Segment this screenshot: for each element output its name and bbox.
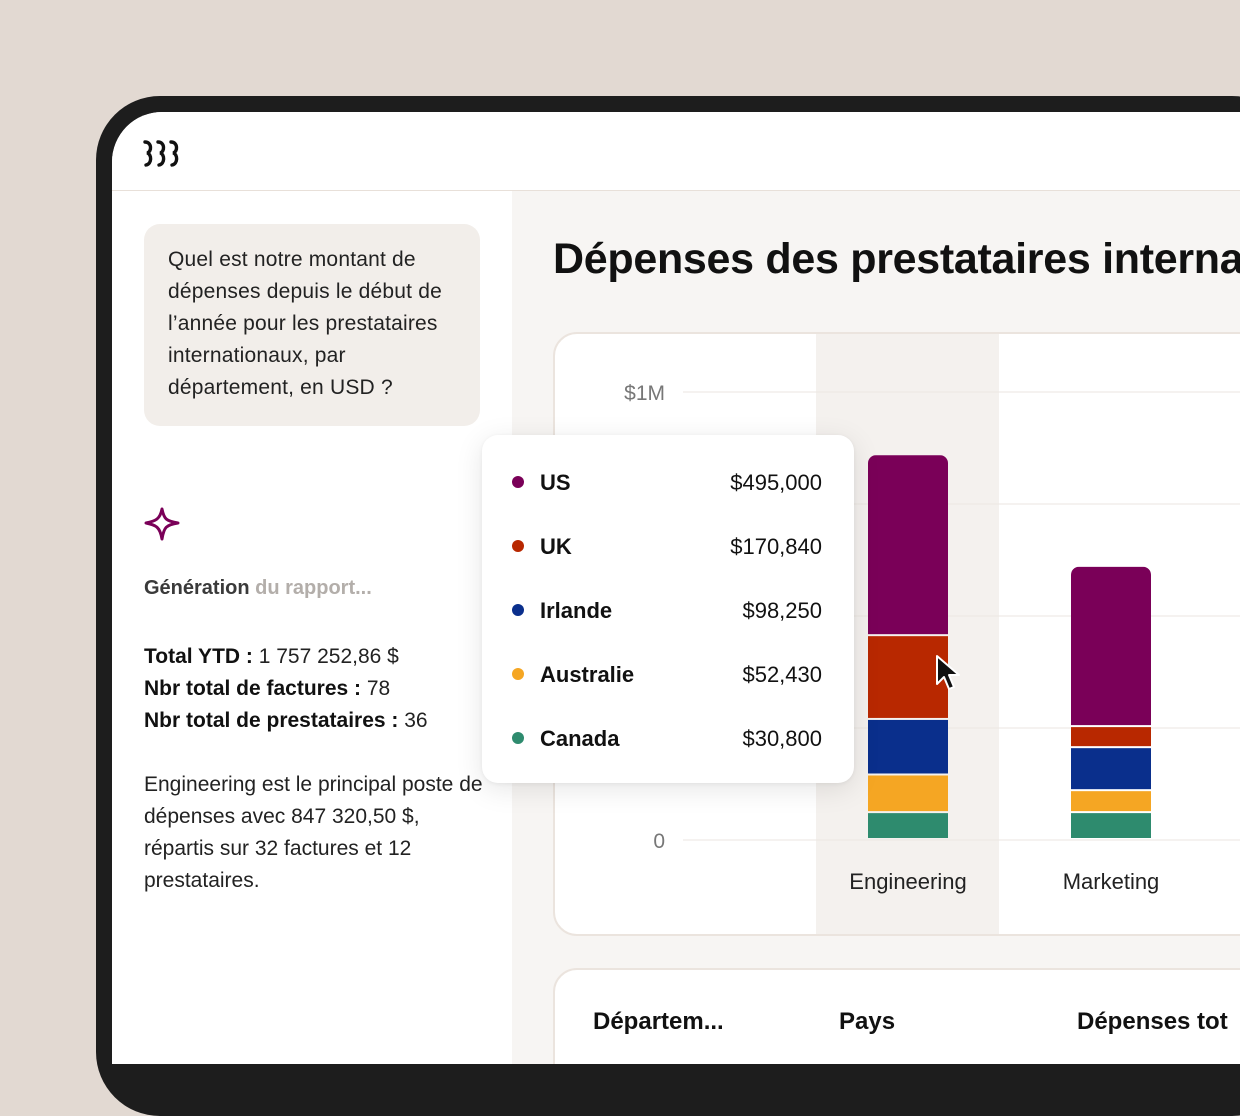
generating-status: Génération du rapport... — [144, 577, 372, 600]
top-bar — [112, 112, 1240, 191]
bar-segment-us — [1071, 566, 1151, 726]
tooltip-country: Australie — [540, 662, 635, 687]
bar-segment-australie — [1071, 791, 1151, 812]
column-header-department[interactable]: Départem... — [593, 1008, 724, 1035]
ai-sparkle-icon — [144, 507, 180, 541]
app-logo-icon — [143, 140, 179, 167]
chat-panel: Quel est notre montant de dépenses depui… — [112, 191, 512, 1064]
tooltip-value: $98,250 — [742, 598, 822, 623]
tooltip-country: Irlande — [540, 598, 613, 623]
chart-tooltip: US $495,000 UK $170,840 Irlande $98,250 Austra… — [482, 435, 854, 783]
tooltip-country: Canada — [540, 726, 620, 751]
bar-segment-irlande — [1071, 748, 1151, 790]
stat-total-contractors: Nbr total de prestataires : 36 — [144, 709, 428, 732]
tooltip-value: $30,800 — [742, 726, 822, 751]
x-tick-label: Engineering — [849, 869, 966, 894]
mouse-cursor-icon — [936, 655, 960, 690]
tooltip-row: UK $170,840 — [482, 526, 854, 566]
bar-segment-australie — [868, 775, 948, 812]
bar-segment-uk — [1071, 727, 1151, 747]
generating-suffix: du rapport... — [249, 577, 372, 599]
tooltip-country: UK — [540, 534, 572, 559]
bar-segment-uk — [868, 636, 948, 718]
tooltip-row: US $495,000 — [482, 462, 854, 502]
legend-dot-icon — [512, 668, 524, 680]
tooltip-country: US — [540, 470, 571, 495]
user-question-bubble: Quel est notre montant de dépenses depui… — [144, 224, 480, 426]
tooltip-value: $495,000 — [730, 470, 822, 495]
legend-dot-icon — [512, 540, 524, 552]
x-tick-label: Marketing — [1063, 869, 1160, 894]
y-tick-label: $1M — [624, 382, 665, 405]
stat-total-invoices: Nbr total de factures : 78 — [144, 677, 391, 700]
legend-dot-icon — [512, 732, 524, 744]
bar-segment-irlande — [868, 719, 948, 774]
stat-total-ytd: Total YTD : 1 757 252,86 $ — [144, 645, 399, 668]
bar-segment-canada — [868, 813, 948, 838]
column-header-total-spend[interactable]: Dépenses tot — [1077, 1008, 1228, 1035]
report-stats: Total YTD : 1 757 252,86 $ Nbr total de … — [144, 641, 428, 737]
report-title: Dépenses des prestataires internationaux — [553, 235, 1240, 283]
tooltip-row: Irlande $98,250 — [482, 590, 854, 630]
column-header-country[interactable]: Pays — [839, 1008, 896, 1035]
legend-dot-icon — [512, 476, 524, 488]
table-card: Départem... Pays Dépenses tot — [553, 968, 1240, 1064]
generating-prefix: Génération — [144, 577, 250, 599]
tooltip-value: $170,840 — [730, 534, 822, 559]
legend-dot-icon — [512, 604, 524, 616]
tooltip-value: $52,430 — [742, 662, 822, 687]
tooltip-row: Canada $30,800 — [482, 718, 854, 758]
report-summary: Engineering est le principal poste de dé… — [144, 773, 483, 892]
bar-segment-canada — [1071, 813, 1151, 838]
bar-segment-us — [868, 455, 948, 635]
tooltip-row: Australie $52,430 — [482, 654, 854, 694]
y-tick-label: 0 — [653, 830, 665, 853]
